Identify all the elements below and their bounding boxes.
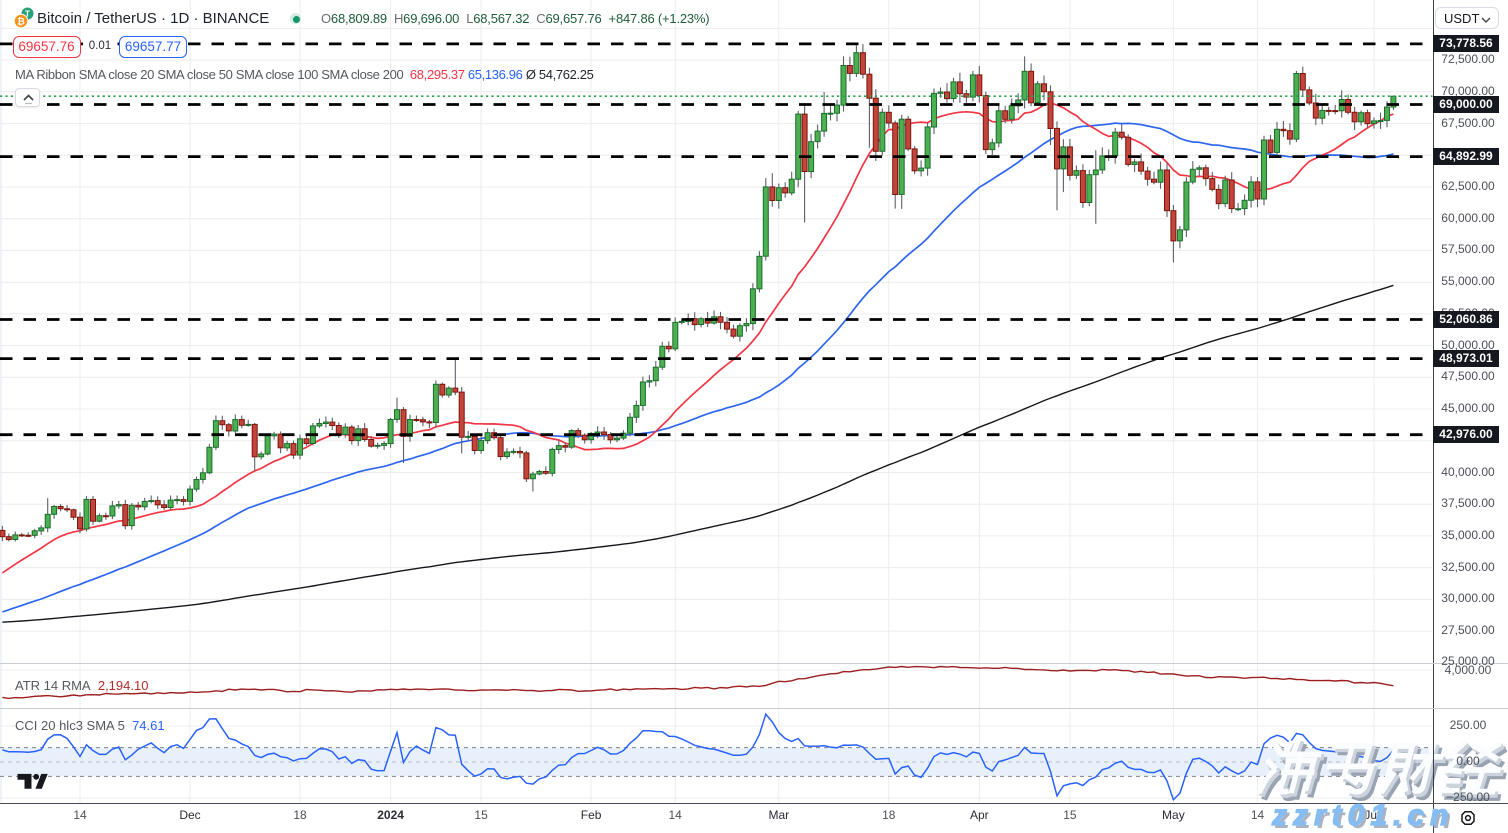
svg-text:₿: ₿	[17, 16, 25, 27]
svg-text:T: T	[25, 9, 31, 19]
